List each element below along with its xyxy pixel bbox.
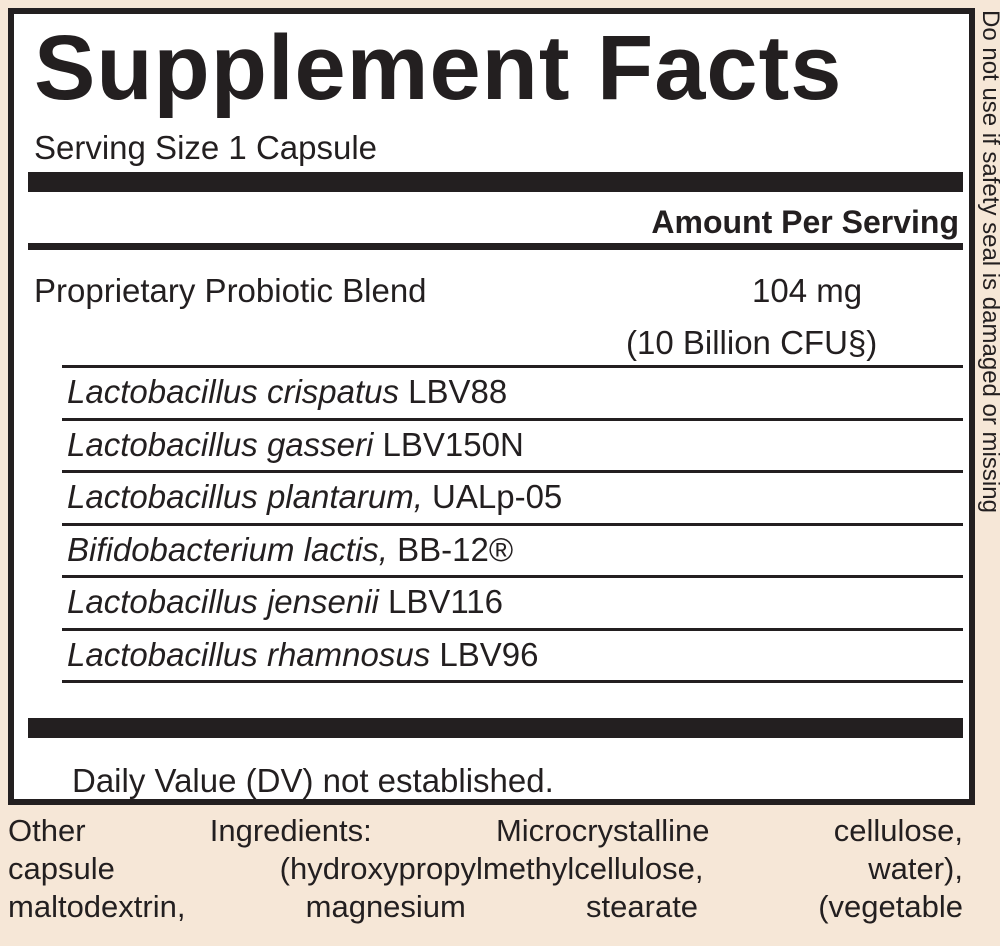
panel-title: Supplement Facts: [34, 17, 843, 119]
supplement-facts-panel: Supplement Facts Serving Size 1 Capsule …: [8, 8, 975, 805]
divider-thin: [62, 627, 963, 631]
strain-id: LBV88: [399, 373, 508, 410]
other-ingredients: Other Ingredients: Microcrystalline cell…: [8, 812, 963, 926]
strain-row: Lactobacillus rhamnosus LBV96: [67, 636, 538, 674]
other-ingredients-line: Other Ingredients: Microcrystalline cell…: [8, 813, 963, 848]
blend-amount: 104 mg: [752, 272, 863, 309]
divider-thin: [62, 365, 963, 368]
strain-species: Lactobacillus gasseri: [67, 425, 374, 463]
divider-thin: [62, 470, 963, 473]
divider-thick: [28, 172, 963, 192]
strain-id: BB-12®: [387, 530, 514, 568]
amount-per-serving-header: Amount Per Serving: [651, 204, 959, 240]
daily-value-note: Daily Value (DV) not established.: [72, 762, 554, 799]
strain-id: LBV96: [430, 635, 539, 673]
strain-species: Lactobacillus plantarum,: [67, 478, 423, 515]
strain-id: UALp-05: [422, 478, 563, 515]
strain-row: Lactobacillus crispatus LBV88: [67, 373, 507, 411]
strain-species: Lactobacillus jensenii: [67, 583, 379, 620]
blend-cfu: (10 Billion CFU§): [626, 324, 878, 361]
strain-id: LBV116: [378, 583, 504, 620]
other-ingredients-line: capsule (hydroxypropylmethylcellulose, w…: [8, 851, 963, 886]
divider-thin: [62, 680, 963, 683]
strain-row: Lactobacillus gasseri LBV150N: [67, 426, 524, 464]
divider-thick: [28, 718, 963, 738]
divider-thin: [62, 417, 963, 421]
divider-thin: [62, 575, 963, 578]
blend-name: Proprietary Probiotic Blend: [34, 272, 427, 309]
strain-row: Lactobacillus plantarum, UALp-05: [67, 478, 562, 516]
divider-medium: [28, 243, 963, 250]
strain-id: LBV150N: [373, 425, 524, 463]
strain-row: Bifidobacterium lactis, BB-12®: [67, 531, 513, 569]
strain-species: Lactobacillus rhamnosus: [67, 635, 431, 673]
side-warning-text: Do not use if safety seal is damaged or …: [977, 10, 1000, 513]
divider-thin: [62, 522, 963, 526]
strain-species: Lactobacillus crispatus: [67, 373, 399, 410]
other-ingredients-line: maltodextrin, magnesium stearate (vegeta…: [8, 889, 963, 924]
serving-size: Serving Size 1 Capsule: [34, 129, 378, 166]
strain-row: Lactobacillus jensenii LBV116: [67, 583, 503, 621]
strain-species: Bifidobacterium lactis,: [67, 530, 388, 568]
